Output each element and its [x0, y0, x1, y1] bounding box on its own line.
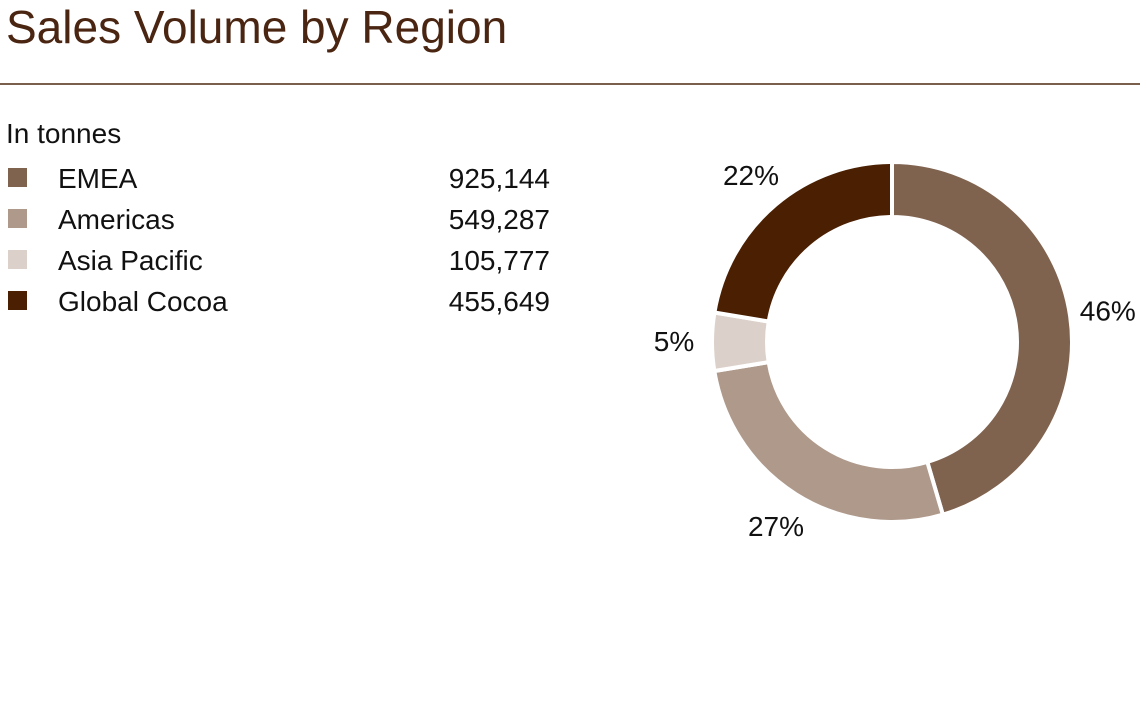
- legend-value-global-cocoa: 455,649: [448, 286, 550, 317]
- title-divider: [0, 83, 1140, 85]
- slice-label-asia-pacific: 5%: [654, 326, 694, 357]
- legend: EMEA 925,144 Americas 549,287 Asia Pacif…: [6, 158, 566, 322]
- legend-label-asia-pacific: Asia Pacific: [58, 245, 203, 276]
- legend-value-asia-pacific: 105,777: [448, 245, 550, 276]
- donut-slice-americas: [712, 359, 946, 524]
- legend-label-emea: EMEA: [58, 163, 138, 194]
- donut-slice-emea: [890, 159, 1074, 518]
- legend-item-emea: EMEA 925,144: [6, 158, 566, 199]
- legend-label-global-cocoa: Global Cocoa: [58, 286, 228, 317]
- legend-value-americas: 549,287: [448, 204, 550, 235]
- legend-item-asia-pacific: Asia Pacific 105,777: [6, 240, 566, 281]
- legend-swatch-asia-pacific: [8, 250, 27, 269]
- donut-chart: 46% 27% 5% 22%: [654, 159, 1136, 542]
- slice-label-americas: 27%: [748, 511, 804, 542]
- legend-swatch-emea: [8, 168, 27, 187]
- slice-label-emea: 46%: [1080, 295, 1136, 326]
- legend-swatch-global-cocoa: [8, 291, 27, 310]
- chart-title: Sales Volume by Region: [6, 1, 508, 53]
- slice-label-global-cocoa: 22%: [723, 160, 779, 191]
- legend-label-americas: Americas: [58, 204, 175, 235]
- donut-slice-global-cocoa: [712, 159, 894, 324]
- chart-subtitle: In tonnes: [6, 118, 122, 149]
- legend-value-emea: 925,144: [448, 163, 550, 194]
- legend-swatch-americas: [8, 209, 27, 228]
- legend-item-americas: Americas 549,287: [6, 199, 566, 240]
- legend-item-global-cocoa: Global Cocoa 455,649: [6, 281, 566, 322]
